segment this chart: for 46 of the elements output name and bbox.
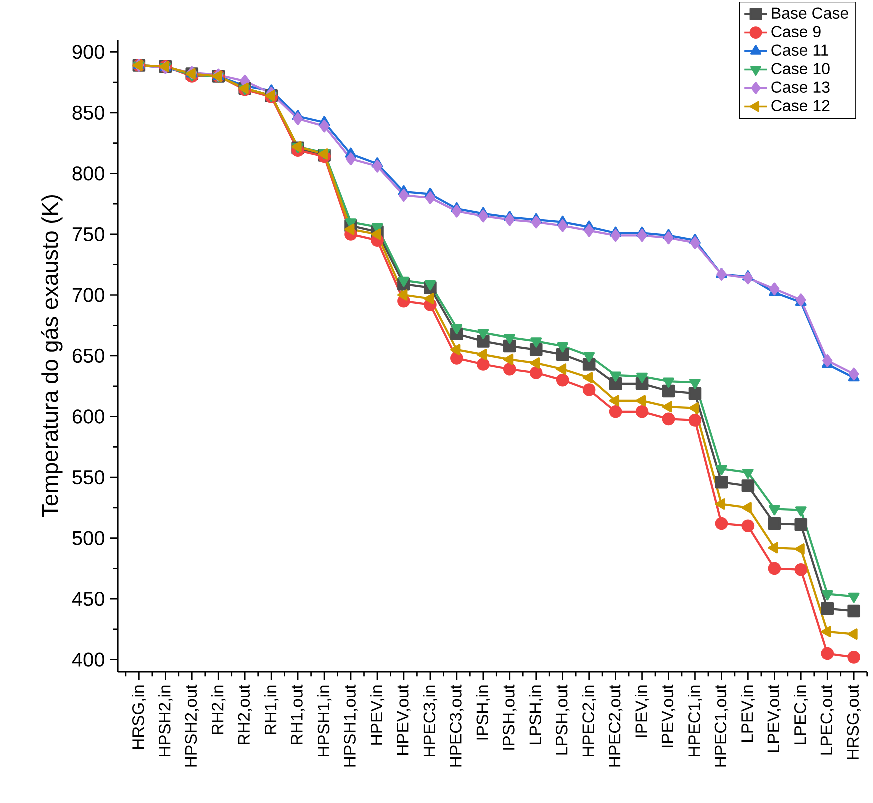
y-tick-label: 800 — [72, 166, 104, 181]
x-tick-label: HPEC2,out — [608, 684, 623, 767]
y-tick-label: 900 — [72, 45, 104, 60]
x-tick-label: RH2,in — [212, 686, 226, 734]
x-tick-label: HPSH1,in — [317, 686, 332, 757]
x-tick-label: LPSH,out — [556, 684, 570, 755]
x-tick-label: HRSG,out — [847, 684, 861, 760]
y-tick-label: 450 — [72, 592, 104, 606]
x-tick-label: HRSG,in — [132, 686, 146, 750]
legend-label: Case 13 — [772, 82, 830, 94]
x-tick-label: IPEV,in — [635, 686, 650, 738]
x-tick-label: RH1,out — [291, 684, 305, 744]
x-tick-label: RH2,out — [238, 684, 252, 744]
legend-label: Case 10 — [772, 63, 830, 75]
x-tick-label: IPEV,out — [662, 684, 676, 748]
x-tick-label: HPEV,out — [397, 684, 411, 756]
legend-label: Case 9 — [772, 26, 821, 38]
legend-label: Case 11 — [772, 44, 829, 56]
y-tick-label: 750 — [72, 227, 104, 242]
x-tick-label: LPEC,out — [820, 684, 835, 755]
y-tick-label: 700 — [72, 288, 104, 302]
x-tick-label: HPEC1,in — [688, 686, 702, 757]
x-tick-label: RH1,in — [264, 686, 279, 734]
x-tick-label: HPEV,in — [370, 686, 385, 745]
y-tick-label: 650 — [72, 348, 104, 364]
x-tick-label: HPSH2,in — [158, 686, 173, 757]
x-tick-label: LPEC,in — [794, 686, 808, 744]
y-tick-label: 400 — [72, 652, 104, 667]
legend-label: Base Case — [772, 8, 848, 19]
x-tick-label: LPEV,out — [768, 684, 782, 752]
y-tick-label: 600 — [72, 410, 104, 424]
x-tick-label: HPSH1,out — [344, 684, 358, 767]
y-tick-label: 550 — [72, 470, 104, 485]
x-tick-label: HPEC1,out — [714, 684, 729, 767]
y-tick-label: 850 — [72, 106, 104, 120]
x-tick-label: HPEC2,in — [582, 686, 596, 757]
y-axis-title: Temperatura do gás exausto (K) — [41, 196, 63, 518]
x-tick-label: IPSH,in — [476, 686, 491, 740]
x-tick-label: HPEC3,in — [423, 686, 438, 757]
x-tick-label: LPEV,in — [741, 686, 756, 742]
x-tick-label: LPSH,in — [529, 686, 544, 744]
x-tick-label: HPSH2,out — [185, 684, 200, 767]
x-tick-label: HPEC3,out — [450, 684, 464, 767]
legend-label: Case 12 — [772, 100, 830, 112]
y-tick-label: 500 — [72, 531, 104, 546]
x-tick-label: IPSH,out — [503, 684, 517, 750]
